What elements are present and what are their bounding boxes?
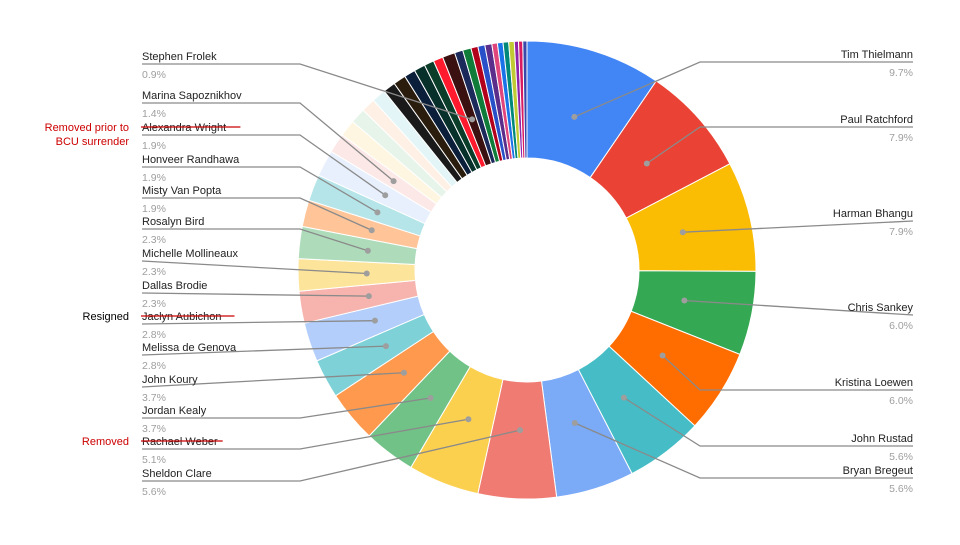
leader-dot-misty-van-popta [368,227,375,234]
label-name-bryan-bregeut: Bryan Bregeut [843,465,913,477]
label-percent-harman-bhangu: 7.9% [889,226,913,238]
label-name-dallas-brodie: Dallas Brodie [142,280,207,292]
leader-dot-paul-ratchford [643,160,650,167]
label-percent-marina-sapoznikhov: 1.4% [142,108,166,120]
label-name-sheldon-clare: Sheldon Clare [142,468,212,480]
label-name-kristina-loewen: Kristina Loewen [835,377,913,389]
label-percent-rosalyn-bird: 2.3% [142,234,166,246]
label-percent-alexandra-wright: 1.9% [142,140,166,152]
leader-dot-chris-sankey [681,297,688,304]
leader-dot-stephen-frolek [469,116,476,123]
leader-line-melissa-de-genova [141,345,386,356]
leader-line-paul-ratchford [646,126,913,165]
leader-line-bryan-bregeut [574,422,913,479]
label-percent-stephen-frolek: 0.9% [142,69,166,81]
leader-line-harman-bhangu [682,220,914,233]
leader-dot-melissa-de-genova [382,343,389,350]
leader-dot-harman-bhangu [679,229,686,236]
annotation-alexandra-wright: Removed prior to BCU surrender [45,122,130,148]
label-percent-chris-sankey: 6.0% [889,320,913,332]
label-name-chris-sankey: Chris Sankey [848,302,914,314]
label-percent-sheldon-clare: 5.6% [142,486,166,498]
leader-line-kristina-loewen [662,355,913,391]
leader-line-honveer-randhawa [142,166,378,213]
label-percent-kristina-loewen: 6.0% [889,395,913,407]
leader-dot-alexandra-wright [382,192,389,199]
leader-line-dallas-brodie [141,292,369,297]
label-percent-tim-thielmann: 9.7% [889,67,913,79]
leader-dot-rachael-weber [465,416,472,423]
label-percent-rachael-weber: 5.1% [142,454,166,466]
leader-line-john-rustad [623,397,913,447]
leader-dot-dallas-brodie [365,293,372,300]
label-name-marina-sapoznikhov: Marina Sapoznikhov [142,90,242,102]
leader-line-sheldon-clare [142,429,521,482]
label-name-rosalyn-bird: Rosalyn Bird [142,216,204,228]
leaders-layer [141,61,914,482]
label-percent-john-koury: 3.7% [142,392,166,404]
label-percent-melissa-de-genova: 2.8% [142,360,166,372]
leader-dot-tim-thielmann [571,113,578,120]
label-percent-misty-van-popta: 1.9% [142,203,166,215]
label-percent-jordan-kealy: 3.7% [142,423,166,435]
leader-line-john-koury [141,372,404,388]
leader-dot-sheldon-clare [517,427,524,434]
leader-dot-jordan-kealy [427,394,434,401]
label-percent-honveer-randhawa: 1.9% [142,172,166,184]
leader-line-marina-sapoznikhov [142,102,394,182]
leader-line-michelle-mollineaux [141,260,367,275]
label-name-paul-ratchford: Paul Ratchford [840,114,913,126]
leader-dot-bryan-bregeut [571,419,578,426]
slices-layer [297,40,757,500]
label-name-rachael-weber: Rachael Weber [142,436,218,448]
label-name-alexandra-wright: Alexandra Wright [142,122,226,134]
label-name-jaclyn-aubichon: Jaclyn Aubichon [142,311,222,323]
leader-line-stephen-frolek [142,63,473,121]
label-name-harman-bhangu: Harman Bhangu [833,208,913,220]
leader-dot-john-rustad [620,394,627,401]
label-percent-michelle-mollineaux: 2.3% [142,266,166,278]
leader-line-jaclyn-aubichon [141,320,375,325]
leader-line-jordan-kealy [142,397,431,419]
leader-dot-kristina-loewen [659,352,666,359]
leader-dot-honveer-randhawa [374,209,381,216]
leader-line-rachael-weber [142,418,469,450]
leader-dot-john-koury [400,369,407,376]
annotation-rachael-weber: Removed [82,436,129,448]
labels-layer: Tim Thielmann 9.7% Paul Ratchford 7.9% Harma… [45,49,914,498]
leader-dot-jaclyn-aubichon [371,317,378,324]
leader-dot-rosalyn-bird [364,247,371,254]
leader-line-misty-van-popta [142,197,372,231]
label-name-jordan-kealy: Jordan Kealy [142,405,207,417]
label-name-melissa-de-genova: Melissa de Genova [142,342,237,354]
label-percent-bryan-bregeut: 5.6% [889,483,913,495]
leader-line-tim-thielmann [574,61,913,118]
label-name-john-rustad: John Rustad [851,433,913,445]
leader-line-rosalyn-bird [142,228,369,252]
label-name-misty-van-popta: Misty Van Popta [142,185,222,197]
label-name-stephen-frolek: Stephen Frolek [142,51,217,63]
label-percent-john-rustad: 5.6% [889,451,913,463]
slice-unlabeled-42 [522,40,528,159]
label-percent-paul-ratchford: 7.9% [889,132,913,144]
label-name-tim-thielmann: Tim Thielmann [841,49,913,61]
label-name-john-koury: John Koury [142,374,198,386]
leader-dot-michelle-mollineaux [363,270,370,277]
leader-line-chris-sankey [684,299,914,316]
label-name-honveer-randhawa: Honveer Randhawa [142,154,240,166]
label-percent-jaclyn-aubichon: 2.8% [142,329,166,341]
label-percent-dallas-brodie: 2.3% [142,298,166,310]
leader-dot-marina-sapoznikhov [390,178,397,185]
label-name-michelle-mollineaux: Michelle Mollineaux [142,248,238,260]
leader-line-alexandra-wright [142,134,386,196]
annotation-jaclyn-aubichon: Resigned [83,311,129,323]
